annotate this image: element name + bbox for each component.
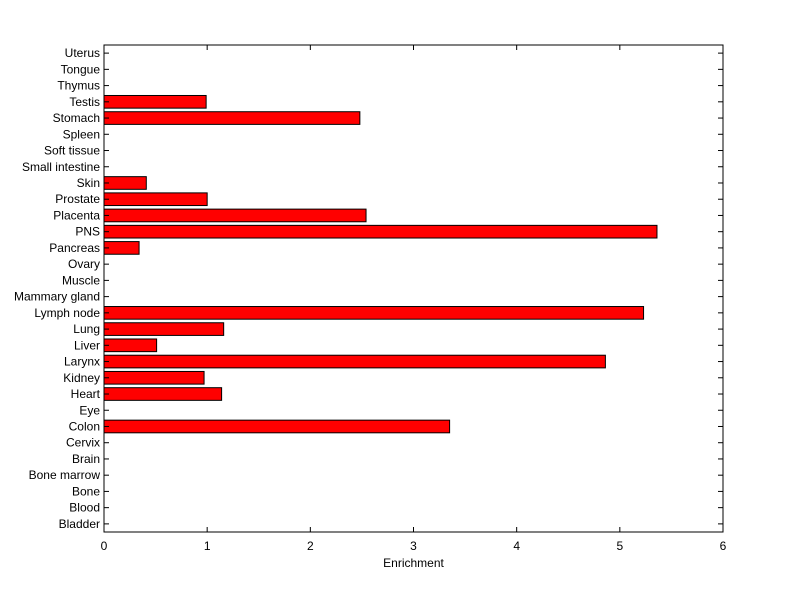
y-tick-label: Muscle [62, 273, 100, 287]
y-tick-label: Placenta [53, 208, 100, 222]
y-tick-label: Kidney [63, 371, 100, 385]
y-tick-label: Bone [72, 484, 100, 498]
x-tick-label: 2 [307, 539, 314, 553]
y-tick-label: Lung [73, 322, 100, 336]
bar-pancreas [103, 241, 140, 255]
bar-lymph-node [103, 306, 645, 320]
bar-colon [103, 419, 451, 434]
y-tick-label: Tongue [61, 62, 101, 76]
bar-kidney [103, 370, 205, 385]
x-tick-labels: 0 1 2 3 4 5 6 [101, 539, 727, 553]
y-tick-label: Colon [69, 419, 100, 433]
y-tick-label: Skin [77, 176, 100, 190]
bar-liver [103, 338, 158, 353]
x-tick-label: 3 [410, 539, 417, 553]
y-tick-label: Testis [69, 95, 100, 109]
y-tick-label: Eye [79, 403, 100, 417]
bar-pns [103, 224, 658, 239]
y-tick-label: Larynx [64, 355, 100, 369]
y-tick-label: Thymus [57, 79, 100, 93]
y-tick-label: Heart [71, 387, 101, 401]
y-tick-label: Pancreas [49, 241, 100, 255]
bar-placenta [103, 208, 367, 223]
y-tick-label: Bone marrow [29, 468, 101, 482]
y-tick-label: Mammary gland [14, 290, 100, 304]
bar-stomach [103, 111, 361, 125]
y-tick-label: Small intestine [22, 160, 100, 174]
x-tick-label: 4 [513, 539, 520, 553]
bar-larynx [103, 354, 606, 369]
y-tick-label: Lymph node [34, 306, 100, 320]
y-tick-label: Prostate [55, 192, 100, 206]
x-axis-label: Enrichment [383, 556, 444, 570]
bar-lung [103, 322, 225, 336]
y-tick-label: Ovary [68, 257, 100, 271]
y-tick-label: Bladder [59, 517, 100, 531]
y-tick-label: Liver [74, 338, 100, 352]
ticks-group [103, 45, 724, 532]
bar-testis [103, 94, 207, 109]
y-tick-label: PNS [75, 225, 100, 239]
bar-prostate [103, 192, 208, 207]
bar-skin [103, 176, 147, 190]
y-tick-label: Brain [72, 452, 100, 466]
x-tick-label: 5 [616, 539, 623, 553]
x-tick-label: 0 [101, 539, 108, 553]
y-tick-label: Uterus [65, 46, 100, 60]
x-tick-label: 6 [720, 539, 727, 553]
bar-heart [103, 387, 223, 401]
y-tick-label: Blood [69, 501, 100, 515]
y-tick-label: Stomach [53, 111, 100, 125]
y-tick-label: Soft tissue [44, 144, 100, 158]
y-tick-labels: Bladder Blood Bone Bone marrow Brain Cervix Co… [14, 46, 101, 531]
y-tick-label: Spleen [63, 127, 100, 141]
x-tick-label: 1 [204, 539, 211, 553]
y-tick-label: Cervix [66, 436, 100, 450]
